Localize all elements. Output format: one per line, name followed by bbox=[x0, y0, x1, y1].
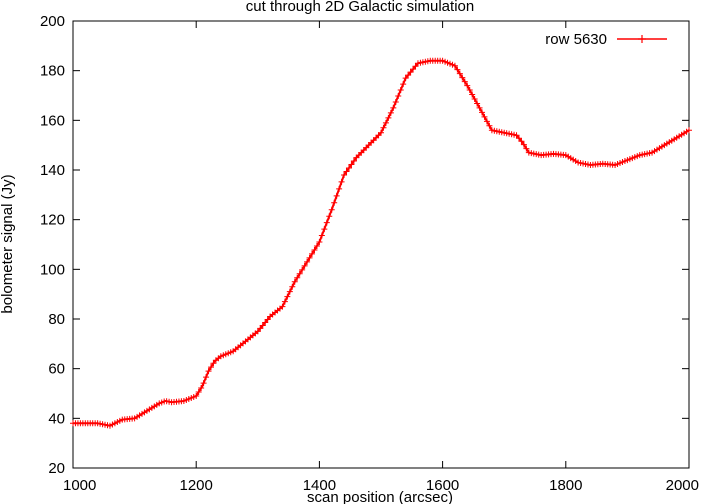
data-point-marker bbox=[479, 109, 486, 116]
data-point-marker bbox=[284, 293, 291, 300]
data-point-marker bbox=[323, 219, 330, 226]
data-point-marker bbox=[400, 81, 407, 88]
data-point-marker bbox=[304, 258, 311, 265]
plot-area bbox=[72, 20, 690, 469]
y-tick-label: 120 bbox=[40, 212, 65, 229]
data-point-marker bbox=[331, 199, 338, 206]
data-point-marker bbox=[296, 270, 303, 277]
data-point-marker bbox=[207, 364, 214, 371]
data-point-marker bbox=[313, 242, 320, 249]
data-point-marker bbox=[378, 129, 384, 136]
data-point-marker bbox=[195, 389, 202, 396]
legend: row 5630 bbox=[545, 31, 667, 48]
data-point-marker bbox=[306, 254, 313, 261]
plot-frame bbox=[72, 20, 690, 469]
series-markers bbox=[70, 57, 692, 429]
data-point-marker bbox=[474, 100, 481, 107]
data-point-marker bbox=[483, 118, 490, 125]
data-point-marker bbox=[205, 368, 212, 375]
x-axis-ticks: 1000 1200 1400 1600 1800 2000 bbox=[63, 21, 699, 494]
x-tick-label: 1000 bbox=[63, 477, 96, 494]
data-point-marker bbox=[459, 74, 466, 81]
data-point-marker bbox=[345, 165, 352, 172]
y-tick-label: 200 bbox=[40, 13, 65, 30]
y-axis-ticks: 20 40 60 80 100 120 140 160 180 200 bbox=[40, 13, 689, 477]
data-point-marker bbox=[338, 178, 345, 185]
data-point-marker bbox=[387, 109, 394, 116]
data-point-marker bbox=[341, 171, 348, 178]
series-layer bbox=[70, 57, 692, 429]
data-point-marker bbox=[476, 104, 483, 111]
data-point-marker bbox=[518, 138, 525, 145]
data-point-marker bbox=[350, 158, 357, 165]
data-point-marker bbox=[294, 274, 301, 281]
data-point-marker bbox=[481, 113, 488, 120]
y-tick-label: 60 bbox=[48, 361, 65, 378]
data-point-marker bbox=[286, 288, 293, 295]
data-point-marker bbox=[464, 82, 471, 89]
data-point-marker bbox=[466, 87, 473, 94]
data-point-marker bbox=[326, 213, 333, 220]
data-point-marker bbox=[309, 250, 316, 257]
data-point-marker bbox=[454, 66, 461, 73]
data-point-marker bbox=[380, 124, 387, 131]
y-axis-title: bolometer signal (Jy) bbox=[0, 174, 16, 313]
y-tick-label: 100 bbox=[40, 261, 65, 278]
data-point-marker bbox=[279, 303, 286, 310]
x-axis-title: scan position (arcsec) bbox=[307, 489, 453, 504]
data-point-marker bbox=[343, 168, 350, 175]
data-point-marker bbox=[469, 91, 476, 98]
y-tick-label: 80 bbox=[48, 311, 65, 328]
series-line bbox=[73, 59, 690, 427]
chart-title: cut through 2D Galactic simulation bbox=[246, 0, 474, 15]
data-point-marker bbox=[385, 114, 392, 121]
data-point-marker bbox=[316, 239, 323, 246]
data-point-marker bbox=[321, 226, 328, 233]
data-point-marker bbox=[461, 78, 468, 85]
data-point-marker bbox=[395, 92, 402, 99]
data-point-marker bbox=[333, 192, 340, 199]
data-point-marker bbox=[382, 119, 389, 126]
x-tick-label: 1800 bbox=[549, 477, 582, 494]
data-point-marker bbox=[392, 98, 399, 105]
data-point-marker bbox=[471, 95, 478, 102]
y-tick-label: 20 bbox=[48, 460, 65, 477]
y-tick-label: 140 bbox=[40, 162, 65, 179]
x-tick-label: 1200 bbox=[180, 477, 213, 494]
data-point-marker bbox=[318, 232, 325, 239]
data-point-marker bbox=[203, 374, 210, 381]
y-tick-label: 180 bbox=[40, 63, 65, 80]
data-point-marker bbox=[311, 246, 318, 253]
data-point-marker bbox=[328, 206, 335, 213]
y-tick-label: 40 bbox=[48, 410, 65, 427]
legend-marker bbox=[638, 35, 646, 43]
data-point-marker bbox=[289, 283, 296, 290]
y-tick-label: 160 bbox=[40, 112, 65, 129]
x-tick-label: 2000 bbox=[666, 477, 699, 494]
data-point-marker bbox=[390, 104, 397, 111]
data-point-marker bbox=[486, 122, 493, 129]
data-point-marker bbox=[456, 70, 463, 77]
data-point-marker bbox=[198, 385, 205, 392]
data-point-marker bbox=[520, 141, 527, 148]
data-point-marker bbox=[299, 266, 306, 273]
data-point-marker bbox=[451, 62, 458, 69]
x-tick-label: 1400 bbox=[303, 477, 336, 494]
data-point-marker bbox=[200, 380, 207, 387]
data-point-marker bbox=[348, 161, 355, 168]
data-point-marker bbox=[523, 145, 530, 152]
data-point-marker bbox=[193, 392, 200, 399]
data-point-marker bbox=[336, 185, 343, 192]
data-point-marker bbox=[686, 127, 692, 134]
legend-label: row 5630 bbox=[545, 31, 607, 48]
data-point-marker bbox=[281, 298, 288, 305]
data-point-marker bbox=[291, 278, 298, 285]
data-point-marker bbox=[301, 262, 308, 269]
x-tick-label: 1600 bbox=[426, 477, 459, 494]
data-point-marker bbox=[397, 87, 404, 94]
